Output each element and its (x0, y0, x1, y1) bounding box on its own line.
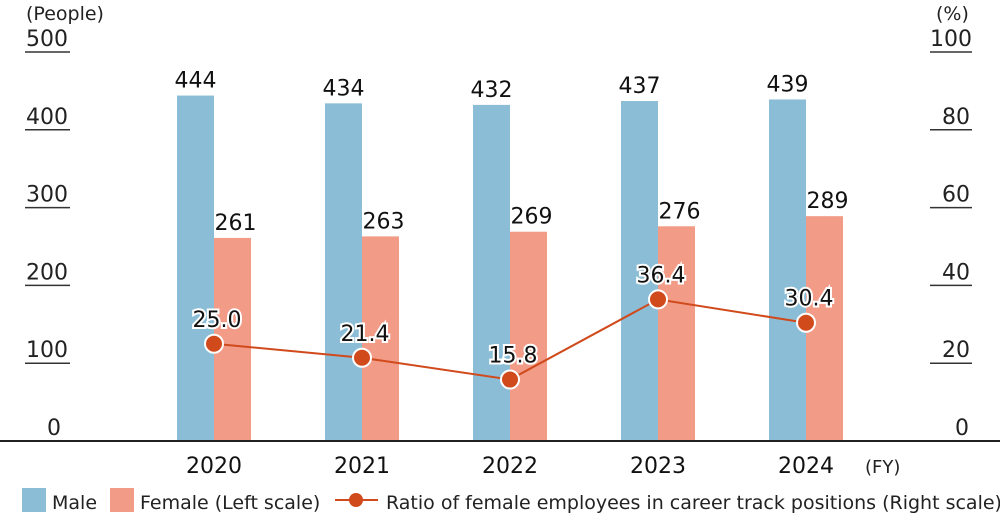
left-tick-label: 100 (26, 338, 68, 363)
bar-male (325, 103, 362, 442)
left-tick-label: 300 (26, 183, 68, 208)
bar-male-label: 437 (619, 74, 661, 99)
ratio-point (500, 369, 520, 390)
ratio-point (648, 289, 668, 310)
legend-line-marker (349, 493, 363, 507)
bar-male-label: 434 (323, 76, 365, 101)
bar-male (769, 99, 806, 441)
legend-female-label: Female (Left scale) (140, 492, 320, 514)
x-axis-unit: (FY) (865, 457, 900, 478)
left-tick-label: 200 (26, 260, 68, 285)
ratio-label: 25.0 (193, 308, 242, 333)
bar-female-label: 289 (807, 189, 849, 214)
right-tick-label: 0 (955, 416, 969, 441)
bar-female (658, 226, 695, 441)
ratio-point (352, 347, 372, 368)
bar-female (362, 236, 399, 441)
x-tick-label: 2023 (630, 454, 686, 479)
bar-male-label: 432 (471, 78, 513, 103)
right-axis-label: (%) (936, 3, 969, 25)
right-tick-label: 100 (930, 27, 972, 52)
legend-line-label: Ratio of female employees in career trac… (386, 492, 1000, 514)
ratio-label: 21.4 (341, 322, 390, 347)
bar-male-label: 444 (175, 69, 217, 94)
bar-male (621, 101, 658, 441)
right-tick-label: 40 (942, 260, 970, 285)
x-tick-label: 2020 (186, 454, 242, 479)
bar-female-label: 261 (215, 211, 257, 236)
ratio-label: 30.4 (785, 287, 834, 312)
legend-male-label: Male (52, 492, 97, 514)
bar-male (177, 95, 214, 442)
ratio-point (796, 312, 816, 333)
bar-male (473, 104, 510, 442)
bar-male-label: 439 (767, 72, 809, 97)
legend-female-swatch (110, 488, 134, 512)
ratio-point (204, 333, 224, 354)
left-tick-label: 500 (26, 27, 68, 52)
bar-female-label: 276 (659, 199, 701, 224)
right-tick-label: 20 (942, 338, 970, 363)
x-tick-label: 2022 (482, 454, 538, 479)
bar-female-label: 269 (511, 205, 553, 230)
ratio-label: 15.8 (489, 344, 538, 369)
ratio-label: 36.4 (637, 263, 686, 288)
x-tick-label: 2021 (334, 454, 390, 479)
right-tick-label: 80 (942, 105, 970, 130)
legend-male-swatch (22, 488, 46, 512)
bar-female (510, 231, 547, 441)
left-tick-label: 400 (26, 105, 68, 130)
right-tick-label: 60 (942, 183, 970, 208)
bar-female-label: 263 (363, 209, 405, 234)
x-tick-label: 2024 (778, 454, 834, 479)
left-axis-label: (People) (26, 3, 104, 25)
left-tick-label: 0 (47, 416, 61, 441)
